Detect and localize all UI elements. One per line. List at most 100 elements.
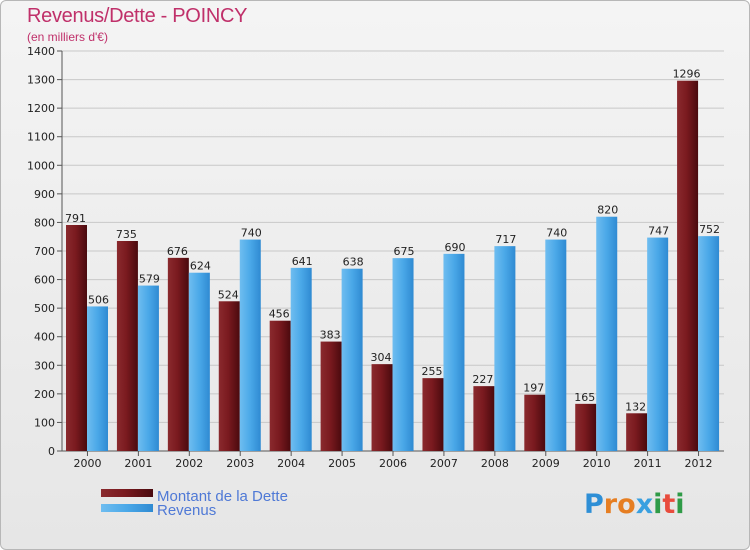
bar-dette-2006 bbox=[371, 364, 393, 451]
bar-layer bbox=[66, 80, 720, 451]
logo-letter: i bbox=[653, 489, 663, 520]
x-tick-label-2009: 2009 bbox=[532, 457, 560, 470]
proxiti-logo: Proxiti bbox=[584, 489, 685, 520]
bar-dette-2005 bbox=[320, 341, 342, 451]
bar-dette-2002 bbox=[167, 257, 189, 451]
value-label-revenus-2007: 690 bbox=[444, 241, 465, 254]
y-tick-label-1100: 1100 bbox=[27, 131, 55, 144]
bar-revenus-2011 bbox=[647, 237, 669, 451]
value-label-revenus-2011: 747 bbox=[648, 225, 669, 238]
value-label-dette-2012: 1296 bbox=[673, 68, 701, 81]
y-tick-label-400: 400 bbox=[34, 331, 55, 344]
y-tick-label-1300: 1300 bbox=[27, 74, 55, 87]
y-tick-label-100: 100 bbox=[34, 416, 55, 429]
bar-revenus-2002 bbox=[188, 272, 210, 451]
y-tick-label-1400: 1400 bbox=[27, 45, 55, 58]
bar-dette-2010 bbox=[575, 403, 597, 451]
value-label-dette-2003: 524 bbox=[218, 288, 239, 301]
bar-revenus-2004 bbox=[290, 267, 312, 451]
value-label-revenus-2003: 740 bbox=[241, 227, 262, 240]
bar-revenus-2010 bbox=[596, 216, 618, 451]
value-label-revenus-2008: 717 bbox=[495, 233, 516, 246]
logo-letter: x bbox=[635, 489, 654, 520]
value-label-revenus-2001: 579 bbox=[139, 273, 160, 286]
legend-label-revenus: Revenus bbox=[157, 502, 216, 519]
x-tick-label-2007: 2007 bbox=[430, 457, 458, 470]
value-label-dette-2005: 383 bbox=[320, 329, 341, 342]
y-tick-label-200: 200 bbox=[34, 388, 55, 401]
value-label-revenus-2010: 820 bbox=[597, 204, 618, 217]
bar-revenus-2007 bbox=[443, 253, 465, 451]
x-tick-label-2001: 2001 bbox=[124, 457, 152, 470]
y-tick-label-600: 600 bbox=[34, 274, 55, 287]
bar-revenus-2008 bbox=[494, 246, 516, 451]
axis-layer: 0 100 200 300 400 500 600 700 800 900 1000 1100 1200… bbox=[27, 45, 724, 470]
bar-dette-2011 bbox=[626, 413, 648, 451]
y-tick-label-0: 0 bbox=[48, 445, 55, 458]
value-label-dette-2009: 197 bbox=[523, 382, 544, 395]
x-tick-label-2003: 2003 bbox=[226, 457, 254, 470]
logo-letter: t bbox=[662, 489, 676, 520]
chart-subtitle: (en milliers d'€) bbox=[27, 30, 108, 44]
bar-revenus-2005 bbox=[341, 268, 363, 451]
x-tick-label-2002: 2002 bbox=[175, 457, 203, 470]
logo-letter: i bbox=[675, 489, 685, 520]
bar-dette-2001 bbox=[116, 241, 138, 451]
value-label-dette-2011: 132 bbox=[625, 400, 646, 413]
legend-label-dette: Montant de la Dette bbox=[157, 488, 288, 505]
x-tick-label-2008: 2008 bbox=[481, 457, 509, 470]
x-tick-label-2012: 2012 bbox=[685, 457, 713, 470]
value-label-dette-2000: 791 bbox=[65, 212, 86, 225]
bar-dette-2009 bbox=[524, 394, 546, 451]
bar-dette-2008 bbox=[473, 386, 495, 451]
y-tick-label-300: 300 bbox=[34, 359, 55, 372]
bar-dette-2000 bbox=[66, 225, 87, 451]
bar-dette-2003 bbox=[218, 301, 240, 451]
value-label-revenus-2012: 752 bbox=[699, 223, 720, 236]
bar-revenus-2000 bbox=[87, 306, 108, 451]
value-label-dette-2001: 735 bbox=[116, 228, 137, 241]
legend-swatch-revenus bbox=[101, 504, 153, 512]
y-tick-label-1000: 1000 bbox=[27, 159, 55, 172]
bar-revenus-2012 bbox=[698, 236, 720, 451]
x-tick-label-2004: 2004 bbox=[277, 457, 305, 470]
bar-dette-2004 bbox=[269, 320, 291, 451]
bar-revenus-2009 bbox=[545, 239, 567, 451]
value-label-revenus-2000: 506 bbox=[88, 293, 109, 306]
value-label-revenus-2009: 740 bbox=[546, 227, 567, 240]
value-label-dette-2010: 165 bbox=[574, 391, 595, 404]
bar-dette-2012 bbox=[677, 80, 699, 451]
value-label-dette-2004: 456 bbox=[269, 308, 290, 321]
value-label-dette-2008: 227 bbox=[472, 373, 493, 386]
value-label-revenus-2002: 624 bbox=[190, 260, 211, 273]
value-label-dette-2007: 255 bbox=[421, 365, 442, 378]
y-tick-label-500: 500 bbox=[34, 302, 55, 315]
bar-revenus-2003 bbox=[239, 239, 261, 451]
legend-swatch-dette bbox=[101, 489, 153, 497]
value-label-dette-2006: 304 bbox=[371, 351, 392, 364]
y-tick-label-800: 800 bbox=[34, 216, 55, 229]
x-tick-label-2006: 2006 bbox=[379, 457, 407, 470]
value-label-revenus-2006: 675 bbox=[394, 245, 415, 258]
y-tick-label-1200: 1200 bbox=[27, 102, 55, 115]
logo-letter: r bbox=[603, 489, 618, 520]
x-tick-label-2000: 2000 bbox=[73, 457, 101, 470]
bar-dette-2007 bbox=[422, 378, 444, 451]
value-label-revenus-2004: 641 bbox=[292, 255, 313, 268]
x-tick-label-2005: 2005 bbox=[328, 457, 356, 470]
logo-letter: o bbox=[617, 489, 636, 520]
value-label-dette-2002: 676 bbox=[167, 245, 188, 258]
y-tick-label-900: 900 bbox=[34, 188, 55, 201]
bar-revenus-2006 bbox=[392, 258, 414, 451]
bar-revenus-2001 bbox=[137, 285, 159, 451]
logo-letter: P bbox=[584, 489, 604, 520]
value-label-revenus-2005: 638 bbox=[343, 256, 364, 269]
legend: Montant de la Dette Revenus bbox=[101, 488, 288, 519]
x-tick-label-2010: 2010 bbox=[583, 457, 611, 470]
y-tick-label-700: 700 bbox=[34, 245, 55, 258]
x-tick-label-2011: 2011 bbox=[634, 457, 662, 470]
chart-title: Revenus/Dette - POINCY bbox=[27, 5, 248, 27]
